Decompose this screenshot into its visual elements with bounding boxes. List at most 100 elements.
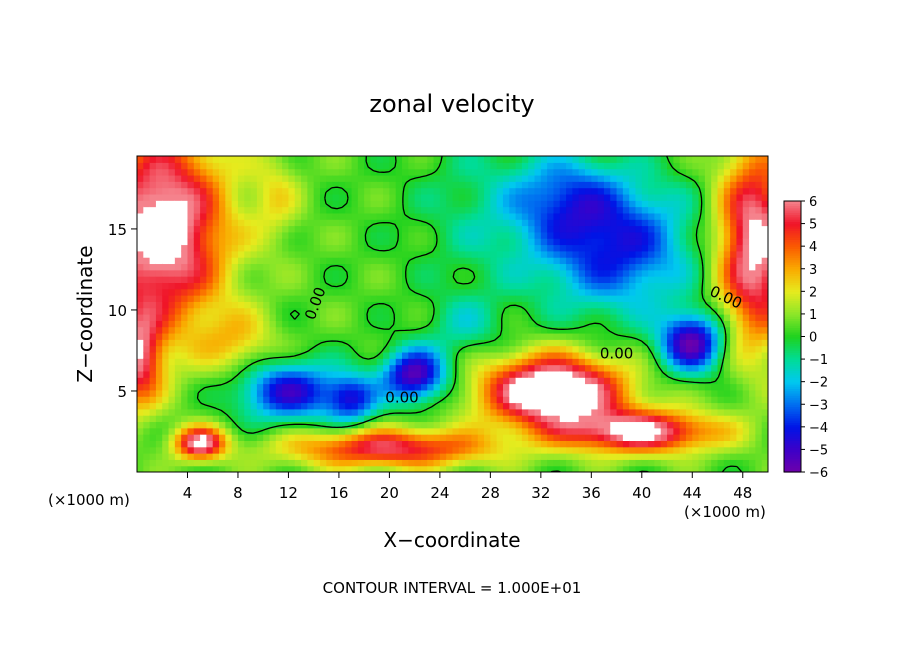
heatmap-cell (622, 358, 630, 366)
heatmap-cell (250, 225, 258, 233)
heatmap-cell (717, 326, 725, 334)
heatmap-cell (477, 257, 485, 265)
heatmap-cell (490, 358, 498, 366)
heatmap-cell (679, 465, 687, 472)
heatmap-cell (402, 465, 409, 472)
heatmap-cell (761, 174, 768, 182)
heatmap-cell (698, 307, 706, 315)
heatmap-cell (761, 269, 768, 277)
heatmap-cell (471, 453, 479, 460)
heatmap-cell (137, 212, 144, 220)
heatmap-cell (610, 269, 618, 277)
heatmap-cell (521, 193, 529, 201)
heatmap-cell (313, 446, 321, 454)
heatmap-cell (389, 408, 397, 416)
heatmap-cell (761, 225, 768, 233)
heatmap-cell (414, 320, 422, 328)
heatmap-cell (673, 421, 681, 429)
heatmap-cell (534, 168, 542, 176)
heatmap-cell (660, 339, 668, 347)
heatmap-cell (635, 446, 643, 454)
heatmap-cell (591, 219, 599, 227)
heatmap-cell (282, 383, 290, 391)
heatmap-cell (244, 276, 252, 283)
heatmap-cell (667, 269, 674, 277)
heatmap-cell (187, 156, 195, 163)
heatmap-cell (345, 263, 353, 271)
heatmap-cell (383, 358, 390, 366)
heatmap-cell (730, 257, 738, 265)
heatmap-cell (162, 206, 170, 214)
heatmap-cell (685, 263, 693, 271)
heatmap-cell (420, 162, 428, 170)
heatmap-cell (585, 446, 592, 454)
heatmap-cell (622, 162, 630, 170)
heatmap-cell (502, 415, 510, 423)
heatmap-cell (540, 200, 548, 208)
heatmap-cell (629, 193, 637, 201)
heatmap-cell (420, 415, 428, 423)
heatmap-cell (755, 427, 763, 435)
heatmap-cell (597, 168, 605, 176)
heatmap-cell (187, 408, 195, 416)
heatmap-cell (692, 320, 700, 328)
heatmap-cell (439, 440, 447, 448)
heatmap-cell (736, 408, 744, 416)
heatmap-cell (275, 295, 283, 302)
heatmap-cell (736, 257, 744, 265)
heatmap-cell (408, 225, 416, 233)
heatmap-cell (149, 339, 157, 347)
heatmap-cell (433, 276, 441, 283)
heatmap-cell (515, 408, 523, 416)
heatmap-cell (439, 244, 447, 252)
heatmap-cell (685, 219, 693, 227)
heatmap-cell (414, 212, 422, 220)
heatmap-cell (496, 301, 504, 309)
heatmap-cell (231, 307, 239, 315)
heatmap-cell (162, 440, 170, 448)
heatmap-cell (294, 269, 302, 277)
heatmap-cell (427, 326, 435, 334)
heatmap-cell (641, 193, 649, 201)
heatmap-cell (193, 358, 201, 366)
heatmap-cell (143, 408, 151, 416)
heatmap-cell (338, 269, 346, 277)
heatmap-cell (313, 339, 321, 347)
heatmap-cell (692, 288, 700, 296)
heatmap-cell (509, 320, 517, 328)
heatmap-cell (458, 314, 466, 321)
heatmap-cell (414, 459, 422, 467)
heatmap-cell (332, 415, 340, 423)
heatmap-cell (187, 231, 195, 239)
heatmap-cell (528, 250, 536, 258)
heatmap-cell (244, 364, 252, 372)
heatmap-cell (679, 453, 687, 460)
heatmap-cell (648, 225, 656, 233)
heatmap-cell (679, 459, 687, 467)
heatmap-cell (641, 320, 649, 328)
heatmap-cell (294, 320, 302, 328)
heatmap-cell (673, 200, 681, 208)
heatmap-cell (237, 434, 245, 441)
heatmap-cell (679, 162, 687, 170)
heatmap-cell (660, 231, 668, 239)
heatmap-cell (351, 276, 359, 283)
heatmap-cell (547, 193, 555, 201)
heatmap-cell (326, 446, 334, 454)
heatmap-cell (496, 295, 504, 302)
heatmap-cell (357, 295, 365, 302)
heatmap-cell (187, 446, 195, 454)
heatmap-cell (585, 396, 592, 404)
heatmap-cell (143, 421, 151, 429)
heatmap-cell (301, 358, 308, 366)
heatmap-cell (168, 314, 176, 321)
heatmap-cell (427, 250, 435, 258)
heatmap-cell (162, 162, 170, 170)
heatmap-cell (370, 459, 378, 467)
heatmap-cell (597, 282, 605, 290)
heatmap-cell (414, 383, 422, 391)
heatmap-cell (496, 351, 504, 359)
heatmap-cell (578, 364, 586, 372)
heatmap-cell (490, 377, 498, 385)
heatmap-cell (610, 339, 618, 347)
